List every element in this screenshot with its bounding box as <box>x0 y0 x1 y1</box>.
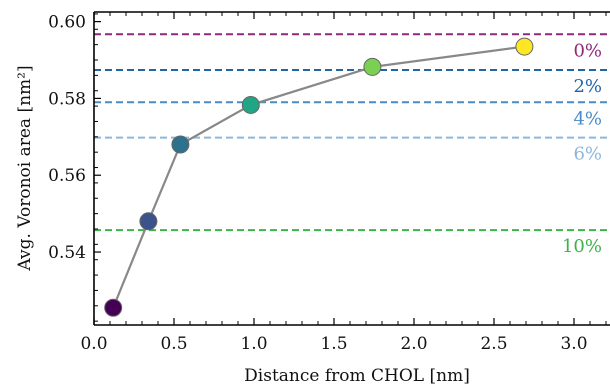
reference-lines <box>94 33 610 232</box>
y-ticks: 0.54 0.56 0.58 0.60 <box>48 13 101 322</box>
x-ticks: 0.0 0.5 1.0 1.5 2.0 2.5 3.0 <box>80 12 607 354</box>
data-point <box>139 212 158 231</box>
y-axis-label: Avg. Voronoi area [nm²] <box>15 65 35 271</box>
reference-labels: 0% 2% 4% 6% 10% <box>562 40 602 257</box>
data-point <box>104 298 123 317</box>
reference-line-label: 6% <box>573 144 602 165</box>
data-point <box>363 57 382 76</box>
y-tick-label: 0.56 <box>48 166 86 186</box>
y-tick-label: 0.58 <box>48 89 86 109</box>
y-tick-label: 0.60 <box>48 13 86 33</box>
x-tick-label: 0.5 <box>160 334 187 354</box>
data-point <box>171 135 190 154</box>
data-point <box>241 95 260 114</box>
reference-line-label: 4% <box>573 108 602 129</box>
x-tick-label: 3.0 <box>560 334 587 354</box>
x-tick-label: 2.5 <box>480 334 507 354</box>
reference-line-label: 2% <box>573 76 602 97</box>
y-tick-label: 0.54 <box>48 243 86 263</box>
x-tick-label: 1.5 <box>320 334 347 354</box>
x-tick-label: 0.0 <box>80 334 107 354</box>
series-line-group <box>112 45 525 309</box>
x-tick-label: 2.0 <box>400 334 427 354</box>
x-axis-label: Distance from CHOL [nm] <box>244 366 470 384</box>
x-tick-label: 1.0 <box>240 334 267 354</box>
reference-line-label: 10% <box>562 236 602 257</box>
data-points <box>104 37 534 317</box>
data-point <box>515 37 534 56</box>
series-line <box>112 45 525 309</box>
axes <box>93 11 610 326</box>
reference-line-label: 0% <box>573 40 602 61</box>
